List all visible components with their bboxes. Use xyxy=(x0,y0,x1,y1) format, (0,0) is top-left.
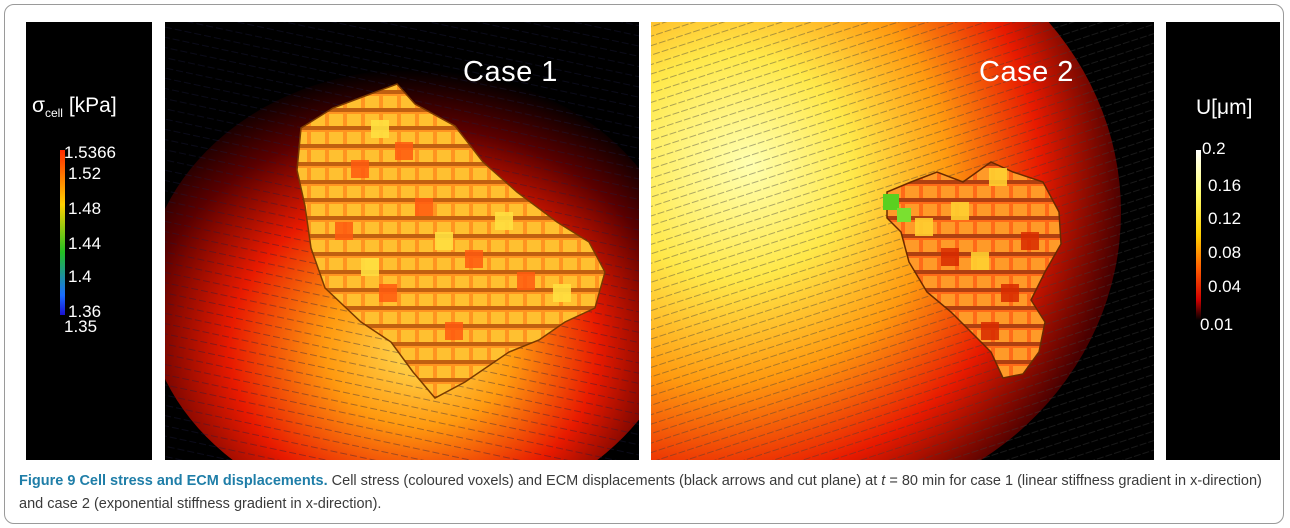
displacement-colorbar-panel: U[μm] 0.2 0.16 0.12 0.08 0.04 0.01 xyxy=(1166,22,1280,460)
stress-tick-4: 1.4 xyxy=(68,267,92,286)
displacement-tick-2: 0.12 xyxy=(1208,209,1242,228)
stress-colorbar-gradient xyxy=(60,150,65,315)
figure-label: Figure 9 xyxy=(19,473,76,489)
stress-tick-0: 1.5366 xyxy=(64,143,116,162)
caption-text-1: Cell stress (coloured voxels) and ECM di… xyxy=(331,473,882,489)
stress-symbol: σ xyxy=(32,94,45,117)
displacement-tick-5: 0.01 xyxy=(1200,315,1234,334)
case2-title: Case 2 xyxy=(979,56,1074,88)
stress-tick-5: 1.36 xyxy=(68,302,102,321)
figure-title: Cell stress and ECM displacements. xyxy=(79,473,328,489)
stress-tick-3: 1.44 xyxy=(68,234,102,253)
displacement-tick-4: 0.04 xyxy=(1208,277,1242,296)
figure-caption: Figure 9 Cell stress and ECM displacemen… xyxy=(19,470,1269,516)
stress-colorbar-title: σcell [kPa] xyxy=(32,94,117,120)
displacement-colorbar-gradient xyxy=(1196,150,1201,320)
case2-panel: Case 2 xyxy=(651,22,1154,460)
case1-simulation-image xyxy=(165,22,639,460)
displacement-colorbar-title: U[μm] xyxy=(1196,96,1253,119)
displacement-tick-3: 0.08 xyxy=(1208,243,1242,262)
stress-colorbar-panel: σcell [kPa] 1.5366 1.52 1.48 1.44 1.4 1.… xyxy=(26,22,152,460)
caption-text-2: = 80 min for case 1 (linear stiffness gr… xyxy=(19,473,1262,512)
case2-simulation-image xyxy=(651,22,1154,460)
stress-unit: [kPa] xyxy=(68,94,117,117)
caption-variable: t xyxy=(881,473,886,489)
case1-title: Case 1 xyxy=(463,56,558,88)
stress-subscript: cell xyxy=(44,106,63,121)
stress-tick-2: 1.48 xyxy=(68,199,102,218)
displacement-tick-0: 0.2 xyxy=(1202,139,1226,158)
displacement-tick-1: 0.16 xyxy=(1208,176,1242,195)
stress-tick-1: 1.52 xyxy=(68,164,102,183)
case1-panel: Case 1 xyxy=(165,22,639,460)
stress-tick-6: 1.35 xyxy=(64,317,98,336)
figure-frame xyxy=(4,4,1284,524)
